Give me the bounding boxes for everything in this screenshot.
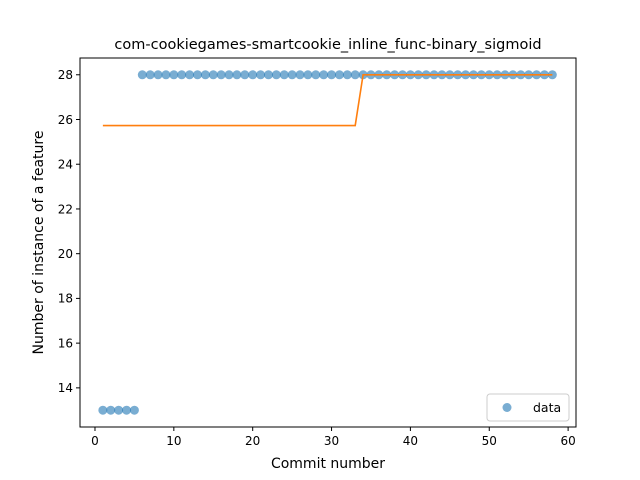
y-tick-label: 22	[58, 202, 73, 216]
data-point	[114, 405, 124, 415]
data-point	[271, 70, 281, 80]
y-tick-label: 26	[58, 113, 73, 127]
y-axis-label: Number of instance of a feature	[31, 131, 47, 355]
y-tick-label: 18	[58, 292, 73, 306]
data-point	[232, 70, 242, 80]
data-point	[137, 70, 147, 80]
data-point	[208, 70, 218, 80]
data-point	[334, 70, 344, 80]
y-tick-label: 28	[58, 68, 73, 82]
data-point	[287, 70, 297, 80]
data-point	[295, 70, 305, 80]
data-point	[303, 70, 313, 80]
legend-label-data: data	[533, 400, 561, 415]
data-point	[311, 70, 321, 80]
x-axis-ticks: 0 10 20 30 40 50 60	[91, 427, 576, 448]
data-point	[319, 70, 329, 80]
fit-line	[102, 73, 553, 127]
y-tick-label: 24	[58, 158, 73, 172]
data-point	[350, 70, 360, 80]
y-tick-label: 20	[58, 247, 73, 261]
data-point	[153, 70, 163, 80]
y-tick-label: 16	[58, 336, 73, 350]
data-point	[327, 70, 337, 80]
legend-marker-data	[502, 403, 512, 412]
x-axis-label: Commit number	[271, 456, 385, 472]
data-point	[169, 70, 179, 80]
data-point	[145, 70, 155, 80]
plot-area	[98, 70, 557, 415]
data-point	[192, 70, 202, 80]
y-tick-label: 14	[58, 381, 73, 395]
data-point	[185, 70, 195, 80]
data-point	[240, 70, 250, 80]
data-point	[263, 70, 273, 80]
data-point	[98, 405, 108, 415]
data-point	[224, 70, 234, 80]
x-tick-label: 60	[560, 434, 575, 448]
data-point	[122, 405, 132, 415]
data-point	[248, 70, 258, 80]
legend: data	[486, 393, 570, 422]
y-axis-ticks: 14 16 18 20 22 24 26 28	[58, 68, 80, 395]
x-tick-label: 40	[403, 434, 418, 448]
data-point	[161, 70, 171, 80]
data-point	[200, 70, 210, 80]
data-point	[129, 405, 139, 415]
data-point	[216, 70, 226, 80]
data-point	[342, 70, 352, 80]
x-tick-label: 0	[91, 434, 99, 448]
data-point	[177, 70, 187, 80]
x-tick-label: 30	[324, 434, 339, 448]
legend-box	[486, 393, 570, 422]
data-point	[106, 405, 116, 415]
axes-frame	[79, 57, 577, 428]
x-tick-label: 20	[245, 434, 260, 448]
data-point	[256, 70, 266, 80]
chart-title: com-cookiegames-smartcookie_inline_func-…	[114, 37, 541, 53]
x-tick-label: 50	[482, 434, 497, 448]
x-tick-label: 10	[166, 434, 181, 448]
data-point	[279, 70, 289, 80]
